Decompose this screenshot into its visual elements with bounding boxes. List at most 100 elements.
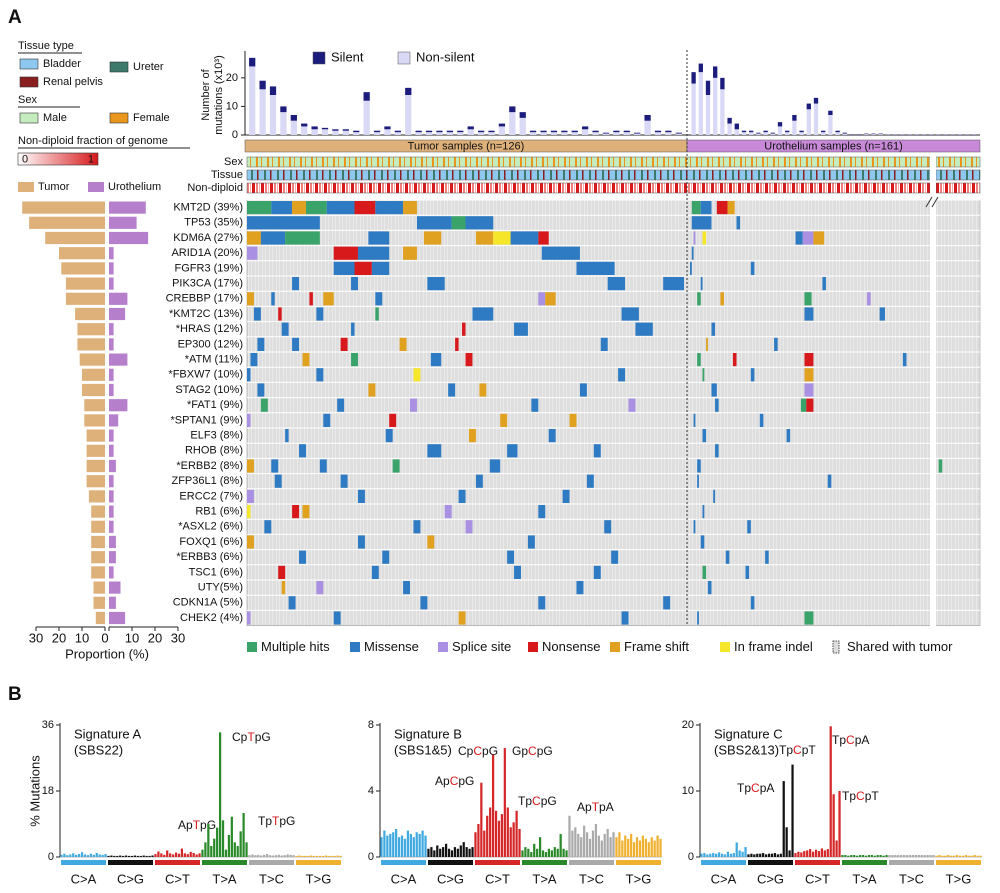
legend-label: Non-silent [416, 49, 475, 64]
bar-segment [885, 134, 891, 135]
track-label: Tissue [211, 169, 243, 181]
bar [248, 855, 251, 857]
bar [213, 838, 216, 857]
bar [627, 838, 630, 857]
bar [635, 837, 639, 857]
bar [107, 855, 110, 857]
bar [967, 855, 970, 857]
mutation-cell [541, 246, 580, 260]
gene-label: CREBBP (17%) [166, 293, 243, 305]
annotation-part: C [532, 794, 541, 808]
bar [809, 849, 812, 857]
bar [929, 855, 932, 857]
bar [791, 764, 794, 857]
mutation-cell [385, 429, 393, 443]
bar [82, 383, 105, 397]
bar-segment [550, 130, 558, 133]
bar [210, 846, 213, 857]
bar [829, 726, 832, 857]
bar [109, 338, 114, 351]
bar-segment [290, 115, 297, 121]
group-band [249, 860, 294, 865]
annotation-part: pG [458, 774, 474, 788]
bar-segment [530, 132, 537, 135]
gene-label: UTY(5%) [198, 582, 243, 594]
bar [709, 853, 712, 857]
gene-label: EP300 (12%) [178, 338, 243, 350]
mutation-cell [423, 231, 442, 245]
mutation-cell [702, 368, 705, 382]
legend-title: Sex [18, 94, 37, 106]
mutation-cell [285, 429, 289, 443]
mutation-cell [375, 292, 383, 306]
bar [832, 794, 835, 857]
mutation-cell [804, 292, 812, 306]
bar-segment [436, 132, 443, 135]
bar [656, 835, 659, 857]
bar [75, 307, 105, 321]
mutation-cell [747, 520, 751, 534]
bar-segment [530, 130, 537, 133]
mutation-cell [693, 231, 696, 245]
bar [879, 855, 882, 857]
bar [109, 323, 114, 336]
bar [835, 840, 838, 857]
bar [109, 535, 116, 549]
bar-segment [498, 123, 506, 127]
mutation-cell [403, 246, 417, 260]
bar [952, 855, 956, 857]
bar [109, 611, 126, 625]
annotation-part: T [592, 800, 600, 814]
bar [797, 851, 800, 857]
bar-segment [770, 132, 775, 134]
bar [75, 854, 78, 857]
annotation-part: Tp [737, 781, 751, 795]
mutation-cell [697, 353, 701, 367]
bar [260, 855, 263, 857]
bar [119, 855, 122, 857]
bar-segment [835, 132, 840, 135]
bar-segment [799, 130, 804, 133]
mutation-cell [902, 353, 907, 367]
legend-label: Urothelium [108, 181, 161, 193]
bar [109, 520, 114, 533]
y-tick-label: 20 [226, 72, 238, 84]
bar-segment [446, 132, 454, 135]
bar [139, 855, 142, 857]
bar [236, 846, 239, 857]
bar-segment [914, 134, 919, 135]
annotation-part: C [751, 781, 760, 795]
mutation-cell [628, 398, 636, 412]
annotation-part: Cp [232, 730, 248, 744]
group-band [202, 860, 247, 865]
bar [594, 824, 598, 857]
bar [550, 850, 553, 857]
bar [659, 838, 662, 857]
bar [515, 810, 518, 857]
bar [565, 850, 568, 857]
mutation-cell [260, 231, 286, 245]
group-band [701, 860, 746, 865]
scale-label: 1 [88, 153, 94, 165]
bar [406, 830, 410, 857]
bar [77, 323, 105, 336]
x-tick-label: T>G [626, 871, 652, 886]
bar-segment [540, 130, 547, 133]
gene-label: ZFP36L1 (8%) [171, 475, 243, 487]
mutation-cell [413, 520, 421, 534]
bar [764, 854, 768, 857]
bar [192, 852, 195, 857]
annotation-part: C [450, 774, 459, 788]
bar-segment [734, 129, 739, 135]
bar [477, 824, 480, 857]
bar [494, 810, 498, 857]
mutation-cell [357, 535, 365, 549]
annotation-part: C [846, 733, 855, 747]
annotation: TpCpT [842, 789, 879, 803]
bar [110, 855, 113, 857]
bar-segment [727, 123, 732, 135]
gene-label: FOXQ1 (6%) [179, 536, 243, 548]
mutation-cell [531, 398, 539, 412]
x-tick-label: 30 [29, 630, 43, 645]
gene-label: ERCC2 (7%) [179, 490, 243, 502]
